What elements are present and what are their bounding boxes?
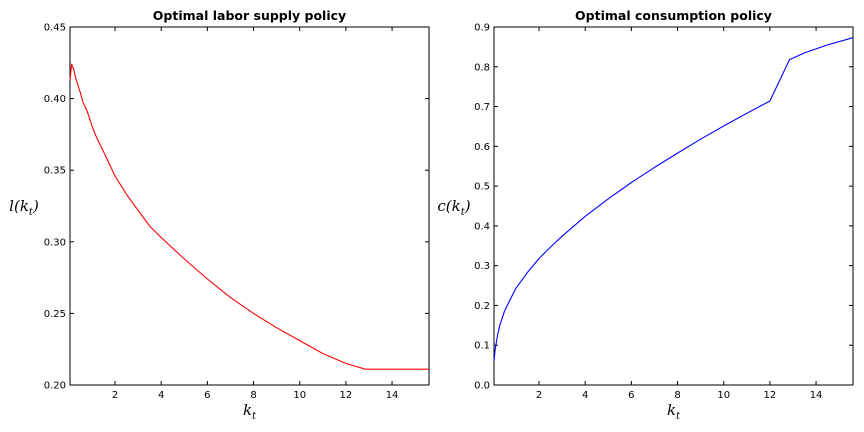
x-axis-label-main: k <box>667 401 676 419</box>
y-tick-label: 0.5 <box>474 182 490 193</box>
y-tick-label: 0.8 <box>474 62 490 73</box>
y-axis-label: c(kt) <box>437 197 470 218</box>
y-axis-label-sub: t <box>461 207 466 218</box>
x-tick-label: 14 <box>386 390 399 401</box>
x-tick-label: 2 <box>112 390 118 401</box>
y-tick-label: 0.2 <box>474 301 490 312</box>
x-tick-label: 4 <box>582 390 588 401</box>
y-tick-label: 0.9 <box>474 23 490 34</box>
x-axis-label: kt <box>243 401 257 422</box>
y-tick-label: 0.30 <box>44 237 66 248</box>
y-axis-label: l(kt) <box>9 197 39 218</box>
y-axis-label-close: ) <box>464 197 471 215</box>
y-axis-label-sub: t <box>29 207 34 218</box>
x-tick-label: 10 <box>717 390 730 401</box>
y-tick-label: 0.6 <box>474 142 490 153</box>
chart-title: Optimal labor supply policy <box>153 8 346 23</box>
y-tick-label: 0.40 <box>44 94 66 105</box>
x-tick-label: 12 <box>340 390 353 401</box>
series-line <box>69 63 429 370</box>
y-tick-label: 0.3 <box>474 261 490 272</box>
x-axis-label-sub: t <box>676 411 681 422</box>
y-tick-label: 0.25 <box>44 309 66 320</box>
x-tick-label: 6 <box>204 390 210 401</box>
x-tick-label: 4 <box>158 390 164 401</box>
x-axis-label-main: k <box>243 401 252 419</box>
x-axis-label-sub: t <box>252 411 257 422</box>
y-tick-label: 0.0 <box>474 381 490 392</box>
y-axis-label-close: ) <box>32 197 39 215</box>
y-tick-label: 0.20 <box>44 381 66 392</box>
plot-frame <box>69 26 430 386</box>
y-axis-label-main: c(k <box>437 197 460 215</box>
y-axis-label-main: l(k <box>9 197 29 215</box>
x-tick-label: 6 <box>628 390 634 401</box>
y-tick-label: 0.7 <box>474 102 490 113</box>
y-tick-label: 0.4 <box>474 221 490 232</box>
x-tick-label: 12 <box>764 390 777 401</box>
x-tick-label: 8 <box>250 390 256 401</box>
y-tick-label: 0.1 <box>474 341 490 352</box>
chart-title: Optimal consumption policy <box>575 8 772 23</box>
y-tick-label: 0.45 <box>44 23 66 34</box>
consumption-panel: Optimal consumption policy 2 4 6 8 10 12 14 0.0 0… <box>437 8 854 422</box>
x-tick-label: 2 <box>536 390 542 401</box>
x-axis-label: kt <box>667 401 681 422</box>
series-line <box>493 37 854 362</box>
labor-supply-panel: Optimal labor supply policy 2 4 6 8 10 12 14 0.2… <box>9 8 430 422</box>
plot-frame <box>493 26 854 386</box>
x-tick-label: 14 <box>810 390 823 401</box>
y-tick-label: 0.35 <box>44 166 66 177</box>
x-tick-label: 10 <box>293 390 306 401</box>
x-tick-label: 8 <box>674 390 680 401</box>
